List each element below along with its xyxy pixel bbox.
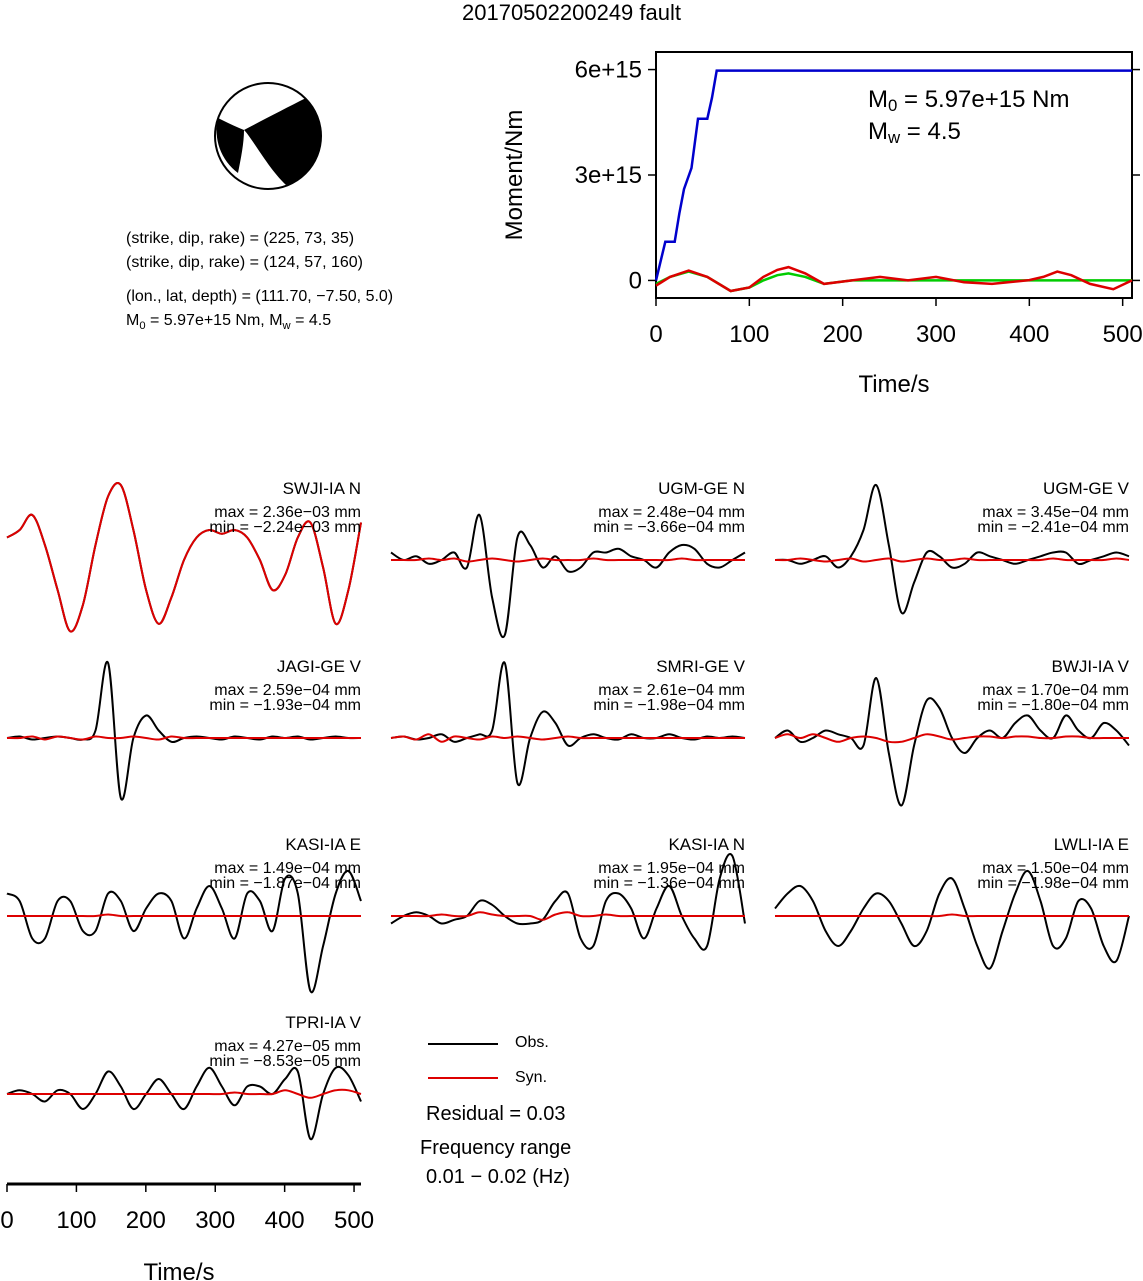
- x-tick-label: 200: [126, 1207, 166, 1234]
- x-tick-label: 500: [334, 1207, 374, 1234]
- obs-trace: [390, 853, 746, 951]
- station-label: SMRI-GE V: [656, 657, 745, 676]
- params-line1: (strike, dip, rake) = (225, 73, 35): [126, 230, 355, 247]
- x-tick-label: 300: [195, 1207, 235, 1234]
- station-label: LWLI-IA E: [1054, 835, 1129, 854]
- params-line2: (strike, dip, rake) = (124, 57, 160): [126, 254, 363, 271]
- frequency-value: 0.01 − 0.02 (Hz): [426, 1166, 570, 1188]
- station-label: KASI-IA N: [668, 835, 745, 854]
- syn-trace: [391, 557, 745, 563]
- figure-title: 20170502200249 fault: [462, 0, 681, 25]
- station-max: max = 1.70e−04 mm: [982, 682, 1129, 699]
- station-label: UGM-GE N: [658, 479, 745, 498]
- moment-chart: 0 3e+15 6e+15 0 100 200 300 400 500 Time/s Moment/…: [501, 51, 1143, 398]
- obs-trace: [390, 661, 746, 787]
- station-min: min = −2.24e−03 mm: [209, 519, 361, 536]
- station-label: TPRI-IA V: [285, 1013, 361, 1032]
- x-axis-label: Time/s: [143, 1259, 214, 1281]
- y-tick-label: 3e+15: [575, 162, 642, 189]
- x-tick-label: 400: [265, 1207, 305, 1234]
- moment-series-line: [655, 265, 1133, 293]
- x-tick-label: 100: [56, 1207, 96, 1234]
- syn-trace: [774, 557, 1130, 563]
- residual-text: Residual = 0.03: [426, 1103, 566, 1125]
- obs-trace: [6, 1065, 362, 1141]
- station-max: max = 4.27e−05 mm: [214, 1038, 361, 1055]
- x-tick-label: 0: [0, 1207, 13, 1234]
- station-min: min = −1.98e−04 mm: [977, 875, 1129, 892]
- beachball-icon: [214, 82, 322, 190]
- y-tick-label: 6e+15: [575, 57, 642, 84]
- station-max: max = 1.50e−04 mm: [982, 860, 1129, 877]
- syn-trace: [7, 913, 361, 918]
- station-min: min = −1.87e−04 mm: [209, 875, 361, 892]
- station-max: max = 2.36e−03 mm: [214, 504, 361, 521]
- station-max: max = 1.95e−04 mm: [598, 860, 745, 877]
- y-axis-label: Moment/Nm: [501, 110, 528, 241]
- station-max: max = 2.59e−04 mm: [214, 682, 361, 699]
- syn-trace: [390, 733, 745, 743]
- station-label: SWJI-IA N: [283, 479, 361, 498]
- legend-obs-label: Obs.: [515, 1034, 549, 1051]
- obs-trace: [774, 870, 1130, 970]
- station-label: JAGI-GE V: [277, 657, 362, 676]
- x-tick-label: 0: [649, 321, 662, 348]
- y-tick-label: 0: [629, 267, 642, 294]
- x-tick-label: 300: [916, 321, 956, 348]
- x-tick-label: 500: [1103, 321, 1143, 348]
- obs-trace: [6, 869, 362, 994]
- station-min: min = −1.80e−04 mm: [977, 697, 1129, 714]
- station-min: min = −1.36e−04 mm: [593, 875, 745, 892]
- station-label: UGM-GE V: [1043, 479, 1130, 498]
- station-min: min = −1.93e−04 mm: [209, 697, 361, 714]
- x-axis-label: Time/s: [858, 371, 929, 398]
- obs-trace: [774, 483, 1130, 615]
- station-min: min = −3.66e−04 mm: [593, 519, 745, 536]
- station-max: max = 2.61e−04 mm: [598, 682, 745, 699]
- params-moment: M0 = 5.97e+15 Nm, Mw = 4.5: [126, 312, 332, 332]
- station-max: max = 2.48e−04 mm: [598, 504, 745, 521]
- x-tick-label: 100: [729, 321, 769, 348]
- station-min: min = −8.53e−05 mm: [209, 1053, 361, 1070]
- moment-series-line: [654, 69, 1132, 281]
- station-max: max = 3.45e−04 mm: [982, 504, 1129, 521]
- station-label: BWJI-IA V: [1052, 657, 1130, 676]
- frequency-label: Frequency range: [420, 1137, 572, 1159]
- syn-trace: [7, 1088, 362, 1099]
- station-min: min = −1.98e−04 mm: [593, 697, 745, 714]
- x-tick-label: 200: [823, 321, 863, 348]
- station-label: KASI-IA E: [285, 835, 361, 854]
- syn-trace: [6, 735, 361, 741]
- x-tick-label: 400: [1009, 321, 1049, 348]
- obs-trace: [390, 513, 746, 639]
- syn-trace: [774, 733, 1129, 744]
- station-min: min = −2.41e−04 mm: [977, 519, 1129, 536]
- moment-annotation-mw: Mw = 4.5: [868, 118, 961, 147]
- obs-trace: [774, 676, 1130, 807]
- params-line3: (lon., lat, depth) = (111.70, −7.50, 5.0…: [126, 288, 394, 305]
- syn-trace: [6, 482, 362, 633]
- station-max: max = 1.49e−04 mm: [214, 860, 361, 877]
- moment-annotation-m0: M0 = 5.97e+15 Nm: [868, 86, 1070, 115]
- syn-trace: [391, 911, 745, 921]
- syn-trace: [775, 913, 1129, 918]
- legend-syn-label: Syn.: [515, 1069, 548, 1086]
- legend: [428, 1043, 498, 1079]
